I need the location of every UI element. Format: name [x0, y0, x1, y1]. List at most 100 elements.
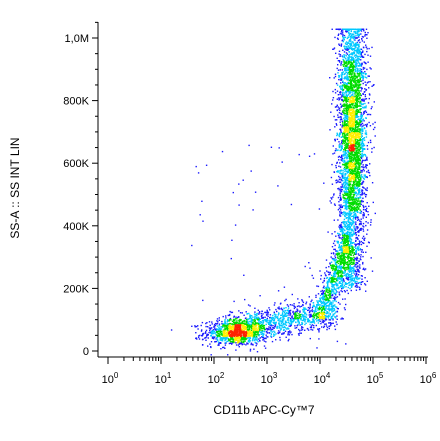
event-dot — [356, 32, 359, 34]
event-dot — [355, 113, 357, 116]
event-dot — [268, 326, 270, 328]
event-dot — [347, 150, 350, 152]
event-dot — [353, 30, 355, 33]
event-dot — [214, 328, 216, 331]
event-dot — [344, 146, 347, 148]
event-dot — [323, 280, 325, 282]
event-dot — [345, 343, 347, 345]
event-dot — [356, 205, 358, 208]
event-dot — [283, 332, 285, 334]
event-dot — [352, 41, 354, 43]
event-dot — [252, 338, 254, 341]
event-dot — [322, 298, 325, 300]
event-dot — [294, 306, 297, 308]
event-dot — [338, 144, 340, 146]
event-dot — [304, 265, 306, 268]
event-dot — [337, 28, 339, 30]
event-dot — [218, 317, 220, 319]
event-dot — [339, 270, 342, 272]
event-dot — [347, 261, 349, 263]
event-dot — [358, 80, 360, 83]
event-dot — [217, 344, 219, 346]
event-dot — [295, 318, 297, 320]
event-dot — [355, 59, 357, 62]
event-dot — [350, 276, 352, 278]
event-dot — [352, 254, 355, 257]
event-dot — [336, 252, 338, 255]
event-dot — [263, 327, 266, 330]
event-dot — [347, 219, 349, 221]
event-dot — [367, 211, 369, 213]
event-dot — [265, 320, 267, 322]
event-dot — [358, 93, 360, 96]
event-dot — [355, 110, 357, 112]
event-dot — [286, 304, 289, 306]
event-dot — [365, 189, 367, 191]
event-dot — [218, 327, 220, 329]
event-dot — [255, 338, 257, 341]
event-dot — [345, 115, 347, 117]
event-dot — [345, 221, 348, 223]
event-dot — [360, 249, 362, 251]
event-dot — [218, 325, 220, 327]
event-dot — [364, 35, 366, 37]
event-dot — [349, 53, 352, 55]
event-dot — [338, 107, 341, 109]
event-dot — [338, 201, 340, 203]
event-dot — [360, 56, 362, 58]
event-dot — [345, 47, 347, 50]
event-dot — [356, 195, 358, 197]
event-dot — [352, 42, 355, 44]
event-dot — [358, 205, 360, 208]
event-dot — [352, 62, 354, 64]
event-dot — [356, 93, 358, 95]
event-dot — [357, 226, 359, 228]
event-dot — [339, 194, 341, 197]
event-dot — [313, 304, 315, 306]
event-dot — [340, 237, 342, 239]
event-dot — [339, 246, 341, 248]
event-dot — [338, 99, 340, 101]
event-dot — [362, 208, 365, 211]
event-dot — [355, 170, 357, 172]
event-dot — [350, 254, 352, 256]
event-dot — [357, 75, 359, 77]
event-dot — [364, 110, 367, 112]
event-dot — [350, 59, 353, 61]
event-dot — [297, 333, 300, 335]
event-dot — [359, 104, 361, 106]
event-dot — [233, 341, 235, 344]
event-dot — [197, 336, 200, 339]
event-dot — [224, 323, 227, 325]
event-dot — [319, 299, 322, 301]
event-dot — [345, 241, 348, 243]
event-dot — [208, 321, 211, 323]
event-dot — [345, 145, 347, 147]
event-dot — [352, 258, 354, 261]
event-dot — [336, 296, 339, 298]
event-dot — [319, 320, 321, 322]
event-dot — [342, 281, 344, 284]
event-dot — [275, 314, 277, 316]
event-dot — [339, 211, 341, 213]
event-dot — [269, 322, 271, 324]
event-dot — [347, 220, 349, 223]
event-dot — [328, 266, 330, 268]
event-dot — [216, 338, 219, 341]
event-dot — [202, 220, 204, 222]
event-dot — [338, 245, 341, 247]
event-dot — [325, 302, 327, 305]
event-dot — [304, 307, 306, 309]
event-dot — [358, 166, 360, 168]
event-dot — [342, 110, 344, 113]
event-dot — [299, 311, 301, 313]
event-dot — [353, 213, 356, 215]
event-dot — [331, 290, 333, 293]
event-dot — [355, 275, 357, 277]
event-dot — [355, 250, 357, 253]
event-dot — [361, 159, 364, 161]
event-dot — [334, 304, 336, 306]
event-dot — [350, 192, 352, 195]
event-dot — [361, 152, 363, 155]
event-dot — [345, 114, 347, 116]
